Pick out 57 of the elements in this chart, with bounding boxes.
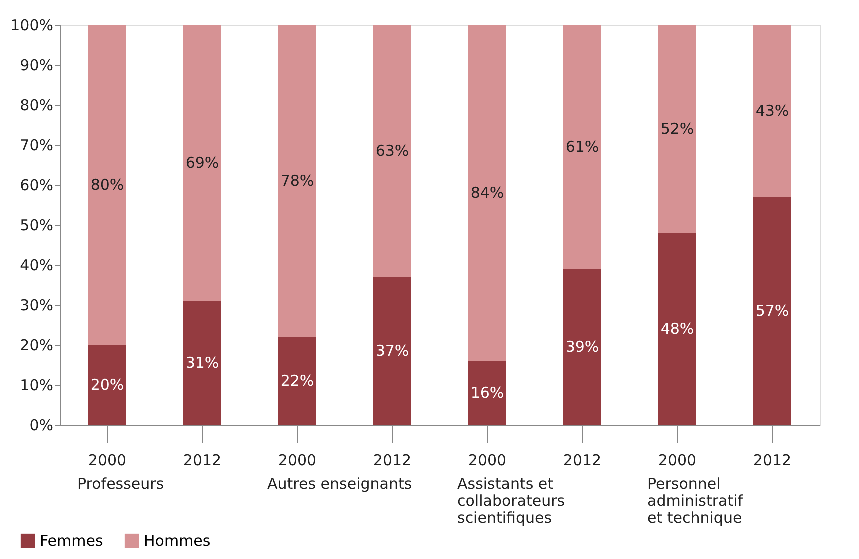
y-tick-label: 10% — [20, 376, 54, 394]
bar — [374, 25, 412, 277]
y-tick-label: 60% — [20, 176, 54, 194]
data-label: 20% — [90, 376, 124, 394]
bar — [658, 233, 696, 425]
x-tick-label: 2012 — [373, 452, 412, 470]
data-label: 57% — [756, 302, 790, 320]
y-tick-label: 30% — [20, 296, 54, 314]
y-tick-label: 40% — [20, 256, 54, 274]
bar — [374, 277, 412, 425]
data-label: 69% — [186, 154, 220, 172]
y-tick-label: 100% — [10, 16, 54, 34]
bar — [468, 25, 506, 361]
y-tick-label: 70% — [20, 136, 54, 154]
data-label: 31% — [186, 354, 220, 372]
bar — [564, 25, 602, 269]
text: Autres enseignants — [268, 475, 412, 493]
y-tick-label: 90% — [20, 56, 54, 74]
x-tick-label: 2000 — [88, 452, 127, 470]
bar — [184, 25, 222, 301]
data-label: 43% — [756, 102, 790, 120]
bar — [278, 337, 316, 425]
text: Personnel administratif et technique — [648, 475, 744, 527]
text: Professeurs — [78, 475, 164, 493]
bar — [754, 25, 792, 197]
data-label: 63% — [376, 142, 410, 160]
data-label: 16% — [470, 384, 504, 402]
data-label: 52% — [660, 120, 694, 138]
bar — [88, 345, 126, 425]
bar — [278, 25, 316, 337]
x-tick-label: 2000 — [658, 452, 697, 470]
bar — [754, 197, 792, 425]
data-label: 48% — [660, 320, 694, 338]
data-label: 80% — [90, 176, 124, 194]
x-tick-label: 2000 — [468, 452, 507, 470]
y-tick-label: 50% — [20, 216, 54, 234]
y-tick-label: 80% — [20, 96, 54, 114]
x-tick-label: 2012 — [563, 452, 602, 470]
bar — [184, 301, 222, 425]
y-tick-label: 20% — [20, 336, 54, 354]
bar — [658, 25, 696, 233]
text: Assistants et collaborateurs scientifiques — [458, 475, 566, 527]
bar — [564, 269, 602, 425]
data-label: 78% — [280, 172, 314, 190]
legend-label: Hommes — [144, 532, 211, 550]
x-tick-label: 2012 — [753, 452, 792, 470]
data-label: 37% — [376, 342, 410, 360]
x-tick-label: 2000 — [278, 452, 317, 470]
bar — [468, 361, 506, 425]
data-label: 22% — [280, 372, 314, 390]
data-label: 39% — [566, 338, 600, 356]
bar — [88, 25, 126, 345]
data-label: 84% — [470, 184, 504, 202]
x-tick-label: 2012 — [183, 452, 222, 470]
data-label: 61% — [566, 138, 600, 156]
legend-label: Femmes — [40, 532, 104, 550]
y-tick-label: 0% — [30, 416, 54, 434]
